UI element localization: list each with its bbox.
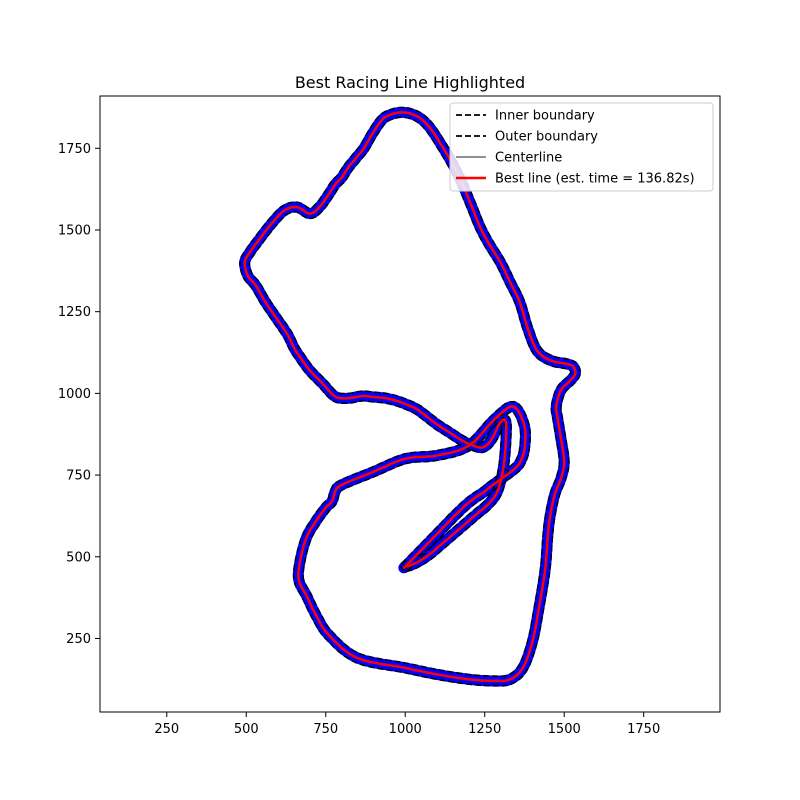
y-tick-label: 500 (66, 550, 91, 565)
axes-frame (99, 95, 721, 713)
legend-centerline-label: Centerline (495, 151, 562, 166)
y-tick-label: 1500 (58, 223, 91, 238)
x-tick-label: 1250 (468, 722, 501, 737)
y-tick-label: 250 (66, 632, 91, 647)
legend-outer-boundary-label: Outer boundary (495, 130, 598, 145)
x-axis: 250 500 750 1000 1250 1500 1750 (154, 712, 660, 737)
x-tick-label: 1000 (389, 722, 422, 737)
plot-area (99, 95, 721, 713)
chart-title: Best Racing Line Highlighted (295, 73, 525, 92)
inner-boundary-line (248, 116, 572, 677)
legend: Inner boundary Outer boundary Centerline Be… (449, 102, 714, 192)
x-tick-label: 250 (154, 722, 179, 737)
legend-inner-boundary-label: Inner boundary (495, 109, 595, 124)
legend-box (449, 102, 714, 192)
y-tick-label: 750 (66, 469, 91, 484)
y-tick-label: 1750 (58, 142, 91, 157)
x-tick-label: 1500 (548, 722, 581, 737)
x-tick-label: 750 (313, 722, 338, 737)
legend-best-line-label: Best line (est. time = 136.82s) (495, 172, 695, 187)
x-tick-label: 500 (234, 722, 259, 737)
y-tick-label: 1250 (58, 305, 91, 320)
y-axis: 250 500 750 1000 1250 1500 1750 (58, 142, 100, 647)
x-tick-label: 1750 (627, 722, 660, 737)
y-tick-label: 1000 (58, 387, 91, 402)
